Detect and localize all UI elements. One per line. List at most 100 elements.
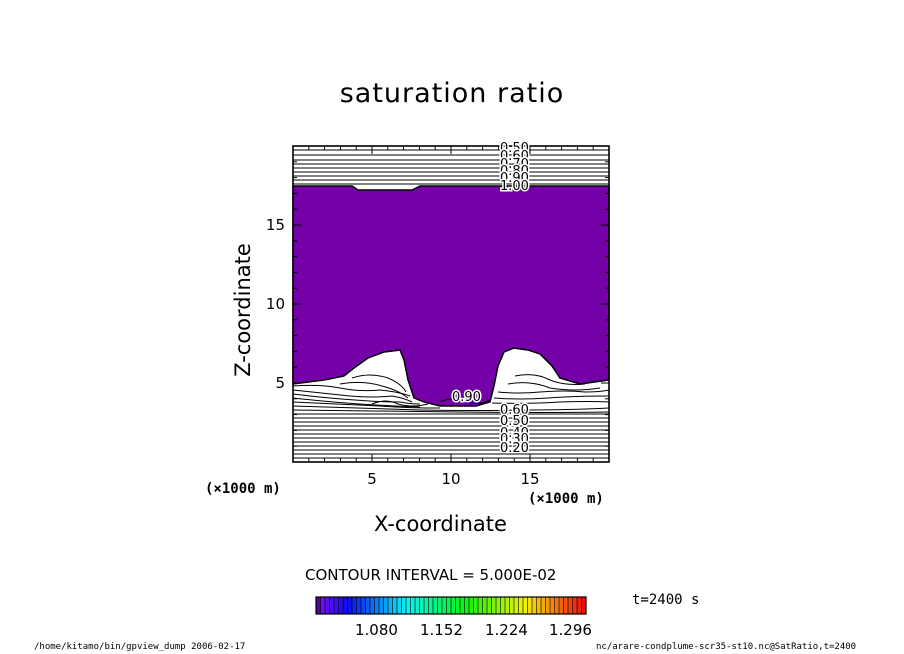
colorbar-cell: [388, 597, 393, 614]
y-tick-label: 5: [275, 374, 285, 392]
colorbar-cell: [460, 597, 465, 614]
x-tick-label: 15: [520, 470, 539, 488]
colorbar-cell: [352, 597, 357, 614]
colorbar-cell: [482, 597, 488, 614]
contour-line-wavy: [514, 374, 586, 385]
contour-lines-group: [292, 149, 610, 459]
colorbar-cell: [379, 597, 384, 614]
colorbar-cell: [473, 597, 479, 614]
colorbar-group: [315, 596, 587, 615]
contour-line-wavy: [371, 400, 429, 407]
colorbar-cell: [442, 597, 447, 614]
colorbar-cell: [446, 597, 452, 614]
colorbar-cell: [365, 597, 371, 614]
colorbar-cell: [500, 597, 506, 614]
x-axis-label: X-coordinate: [374, 512, 507, 536]
colorbar-cell: [415, 597, 420, 614]
colorbar-cell: [509, 597, 515, 614]
colorbar-cell: [455, 597, 461, 614]
contour-labels-group: 0.500.600.700.800.901.000.900.600.500.40…: [451, 140, 531, 458]
colorbar-cell: [541, 597, 546, 614]
contour-label-lower: 0.40: [500, 426, 529, 441]
colorbar-cell: [406, 597, 411, 614]
contour-line-wavy: [292, 401, 441, 409]
colorbar-frame: [315, 596, 587, 615]
x-tick-label: 10: [441, 470, 460, 488]
colorbar-cell: [545, 597, 551, 614]
contour-line-wavy: [292, 397, 421, 408]
contour-line-wavy: [339, 381, 409, 399]
colorbar-cell: [410, 597, 416, 614]
axes-group: [292, 145, 610, 463]
contour-label-top: 0.60: [500, 149, 529, 164]
colorbar-cell: [478, 597, 483, 614]
footer-right: nc/arare-condplume-scr35-st10.nc@SatRati…: [596, 642, 857, 652]
colorbar-cell: [464, 597, 470, 614]
chart-title: saturation ratio: [339, 78, 565, 109]
colorbar-cell: [343, 597, 348, 614]
colorbar-cell: [496, 597, 501, 614]
colorbar-cell: [505, 597, 510, 614]
colorbar-cell: [487, 597, 492, 614]
tick-labels-group: 5 10 15 5 10 15: [266, 216, 540, 488]
time-label: t=2400 s: [632, 592, 700, 608]
contour-label-lower: 0.30: [500, 432, 529, 447]
colorbar-cell: [572, 597, 578, 614]
colorbar-cell: [554, 597, 560, 614]
colorbar-cell: [550, 597, 555, 614]
contour-label-top: 0.80: [500, 164, 529, 179]
colorbar-label-4: 1.296: [549, 621, 592, 639]
contour-line-wavy: [292, 384, 411, 397]
contour-line-wavy: [292, 389, 413, 403]
colorbar-cell: [392, 597, 398, 614]
supersaturated-region: [292, 185, 610, 407]
colorbar-cell: [320, 597, 326, 614]
x-unit-label-right: (×1000 m): [528, 491, 604, 507]
colorbar-cell: [325, 597, 330, 614]
contour-line-wavy: [292, 405, 610, 411]
y-tick-label: 10: [266, 295, 285, 313]
contour-label-lower: 0.60: [500, 403, 529, 418]
contour-line-wavy: [497, 389, 610, 394]
colorbar-cell: [451, 597, 456, 614]
colorbar-cell: [491, 597, 497, 614]
colorbar-cell: [568, 597, 573, 614]
colorbar-cell: [419, 597, 425, 614]
colorbar-cell: [532, 597, 537, 614]
colorbar-cell: [563, 597, 569, 614]
plot-fill-group: [292, 185, 610, 407]
colorbar-cell: [527, 597, 533, 614]
contour-label-top: 0.70: [500, 157, 529, 172]
contour-line-wavy: [507, 382, 601, 391]
colorbar-label-2: 1.152: [420, 621, 463, 639]
colorbar-cell: [334, 597, 339, 614]
right-plume-outline: [489, 347, 610, 403]
colorbar-cell: [356, 597, 362, 614]
colorbar-label-3: 1.224: [485, 621, 528, 639]
colorbar-cell: [374, 597, 380, 614]
colorbar-cell: [514, 597, 519, 614]
colorbar-cell: [383, 597, 389, 614]
contour-line-wavy: [493, 395, 610, 400]
colorbar-cell: [536, 597, 542, 614]
colorbar-cell: [581, 597, 587, 614]
contour-label-top: 0.50: [500, 141, 529, 156]
x-tick-label: 5: [367, 470, 377, 488]
contour-line-wavy: [491, 401, 610, 404]
contour-interval-text: CONTOUR INTERVAL = 5.000E-02: [305, 566, 557, 584]
colorbar-cell: [523, 597, 528, 614]
x-unit-label-left: (×1000 m): [205, 481, 281, 497]
contour-label-lower: 0.90: [452, 390, 481, 405]
contour-label-lower: 0.20: [500, 441, 529, 456]
colorbar-cell: [424, 597, 429, 614]
colorbar-cell: [329, 597, 335, 614]
left-plume-outline: [292, 349, 415, 399]
contour-line-wavy: [351, 374, 407, 393]
colorbar-cell: [559, 597, 564, 614]
contour-label-top: 0.90: [500, 171, 529, 186]
colorbar-cell: [577, 597, 582, 614]
contour-line-wavy: [292, 409, 610, 413]
colorbar-cell: [469, 597, 474, 614]
colorbar-cell: [401, 597, 407, 614]
